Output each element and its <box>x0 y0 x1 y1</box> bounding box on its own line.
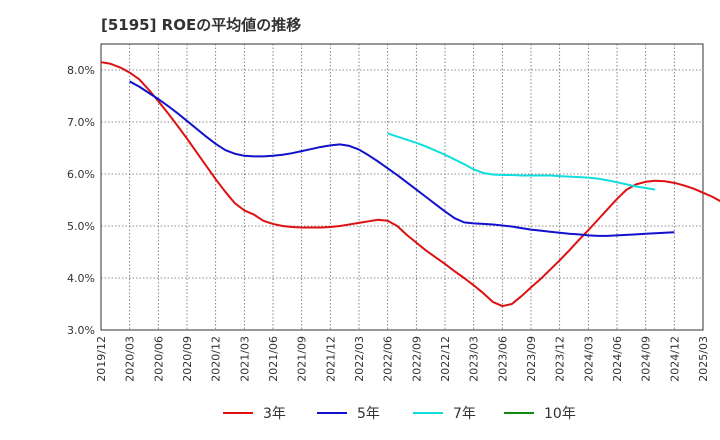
y-tick-label: 7.0% <box>67 116 95 129</box>
x-tick-label: 2022/06 <box>382 336 395 382</box>
legend-label: 7年 <box>453 406 476 422</box>
chart-title: [5195] ROEの平均値の推移 <box>101 16 301 34</box>
x-tick-label: 2020/06 <box>152 336 165 382</box>
legend-label: 5年 <box>357 406 380 422</box>
series-lines <box>100 61 720 308</box>
x-tick-label: 2021/03 <box>238 336 251 382</box>
x-tick-label: 2019/12 <box>95 336 108 382</box>
y-tick-label: 3.0% <box>67 324 95 337</box>
x-axis-ticks: 2019/12 2020/03 2020/06 2020/09 2020/12 2021/… <box>95 336 710 382</box>
y-tick-label: 4.0% <box>67 272 95 285</box>
x-tick-label: 2024/03 <box>582 336 595 382</box>
legend: 3年 5年 7年 10年 <box>223 406 576 422</box>
x-tick-label: 2022/03 <box>353 336 366 382</box>
x-tick-label: 2020/03 <box>124 336 137 382</box>
gridlines <box>101 44 703 331</box>
legend-label: 10年 <box>544 406 576 422</box>
y-tick-label: 5.0% <box>67 220 95 233</box>
x-tick-label: 2022/09 <box>410 336 423 382</box>
x-tick-label: 2024/06 <box>611 336 624 382</box>
x-tick-label: 2020/09 <box>181 336 194 382</box>
x-tick-label: 2023/12 <box>554 336 567 382</box>
x-tick-label: 2023/09 <box>525 336 538 382</box>
series-line-7年 <box>387 132 656 191</box>
x-tick-label: 2020/12 <box>210 336 223 382</box>
y-axis-ticks: 3.0% 4.0% 5.0% 6.0% 7.0% 8.0% <box>67 64 95 337</box>
legend-label: 3年 <box>263 406 286 422</box>
x-tick-label: 2021/06 <box>267 336 280 382</box>
x-tick-label: 2023/06 <box>496 336 509 382</box>
x-tick-label: 2025/03 <box>697 336 710 382</box>
y-tick-label: 8.0% <box>67 64 95 77</box>
x-tick-label: 2021/09 <box>296 336 309 382</box>
x-tick-label: 2022/12 <box>439 336 452 382</box>
x-tick-label: 2024/12 <box>668 336 681 382</box>
series-line-3年 <box>100 61 720 308</box>
x-tick-label: 2021/12 <box>324 336 337 382</box>
y-tick-label: 6.0% <box>67 168 95 181</box>
series-line-5年 <box>129 80 675 237</box>
x-tick-label: 2024/09 <box>640 336 653 382</box>
plot-frame <box>100 43 704 331</box>
x-tick-label: 2023/03 <box>468 336 481 382</box>
